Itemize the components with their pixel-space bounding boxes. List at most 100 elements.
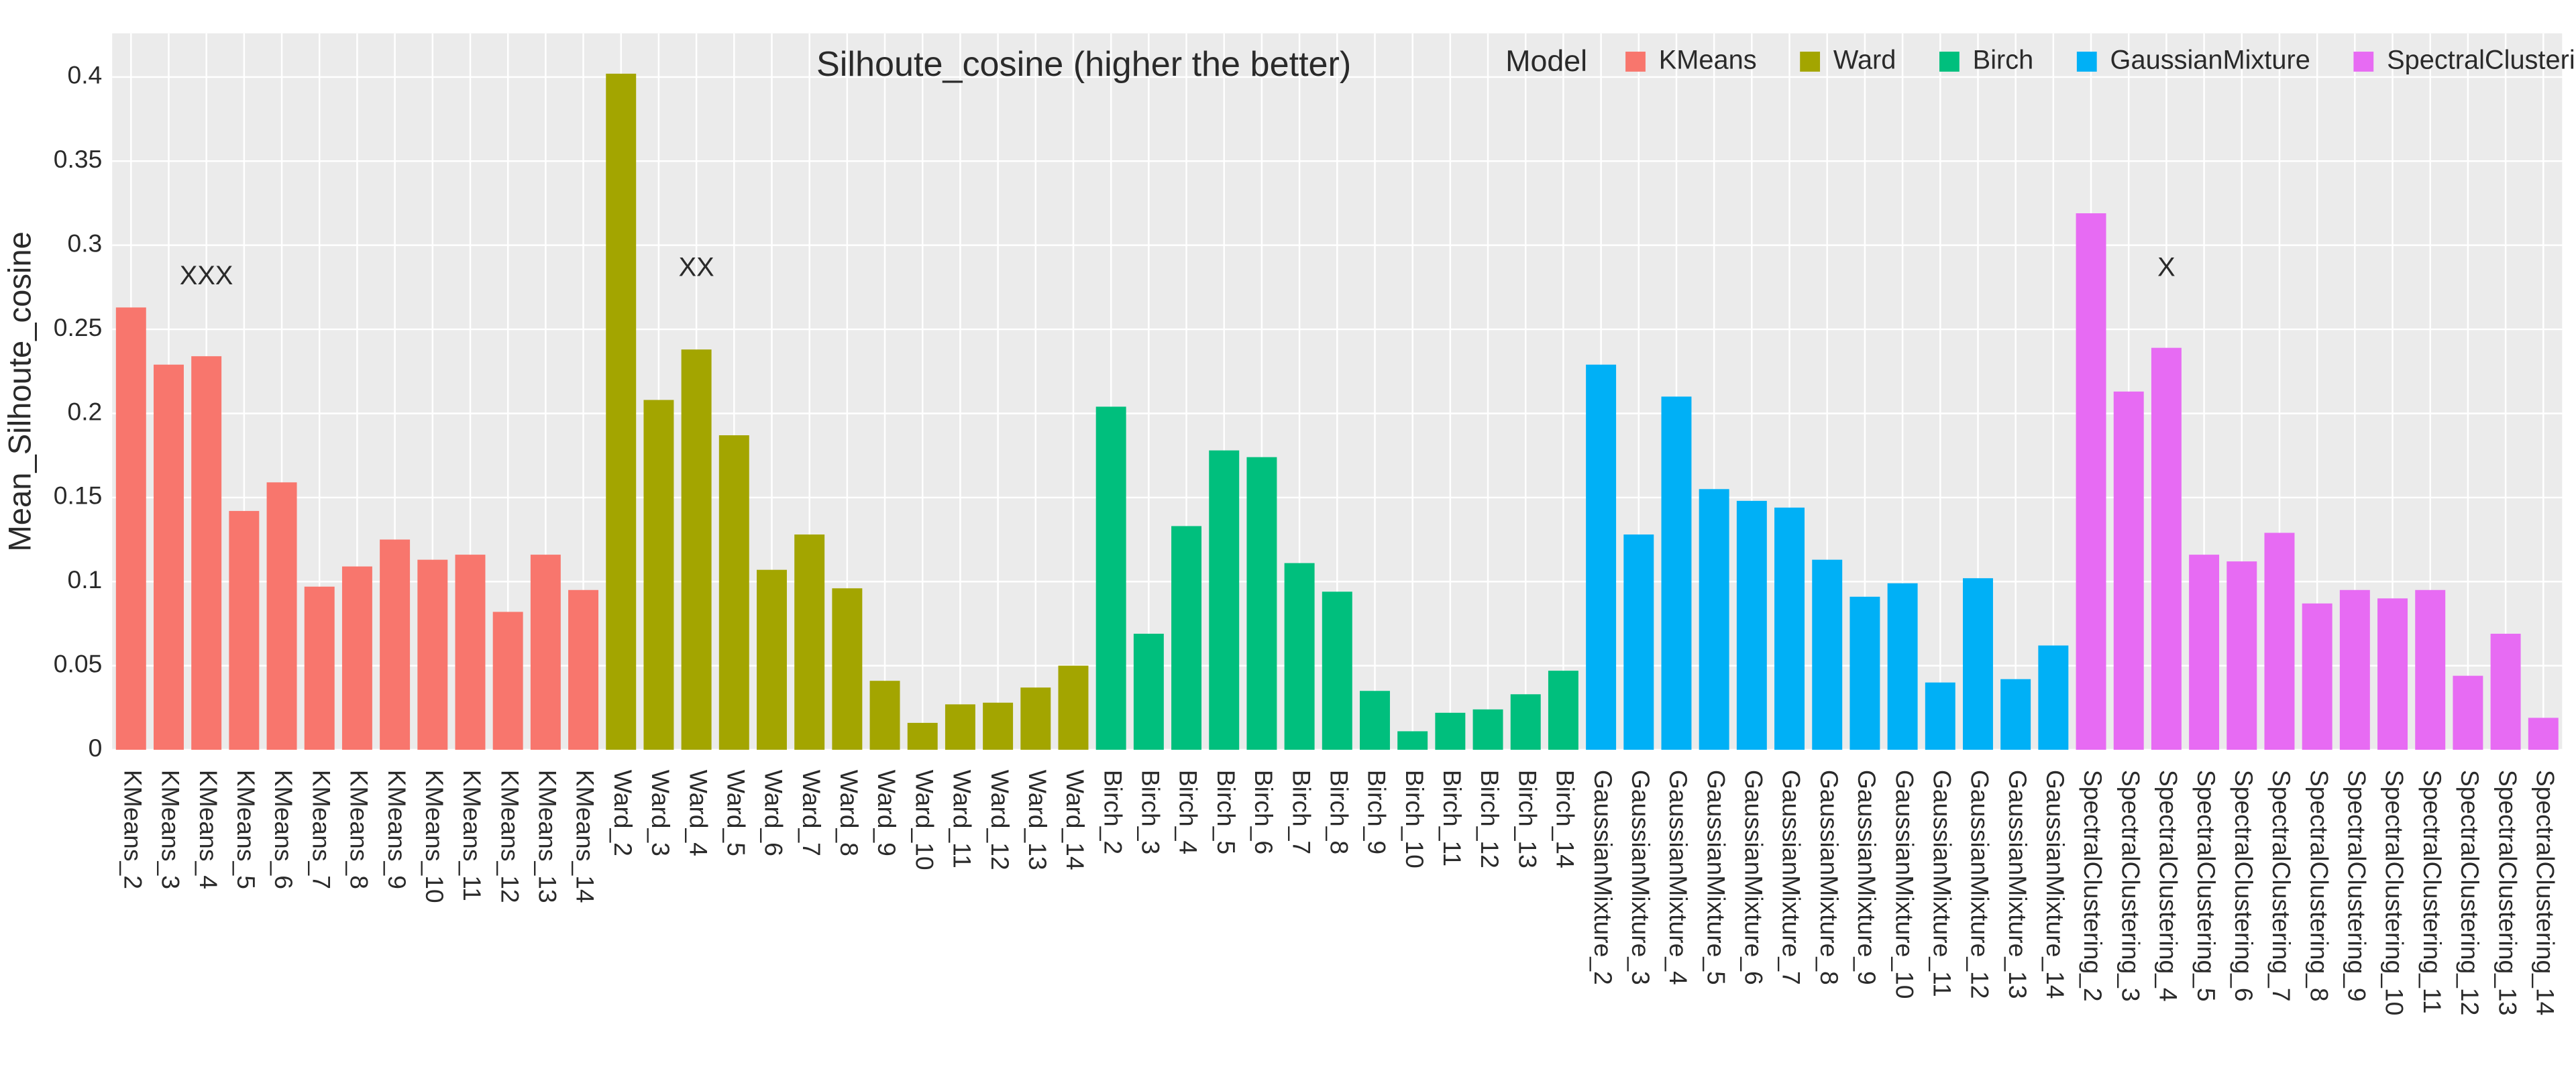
x-tick-label: Birch_14 bbox=[1552, 770, 1580, 868]
x-tick-label: Ward_9 bbox=[873, 770, 901, 856]
x-tick-label: Ward_5 bbox=[722, 770, 750, 856]
x-tick-label: SpectralClustering_5 bbox=[2192, 770, 2220, 1002]
bar bbox=[718, 435, 749, 750]
x-tick-label: GaussianMixture_12 bbox=[1966, 770, 1994, 999]
bar bbox=[1209, 450, 1240, 750]
x-tick-label: SpectralClustering_14 bbox=[2531, 770, 2559, 1016]
bar bbox=[2000, 679, 2031, 750]
legend-swatch bbox=[1800, 52, 1821, 72]
x-tick-label: SpectralClustering_11 bbox=[2418, 770, 2447, 1014]
x-tick-label: Birch_7 bbox=[1287, 770, 1316, 854]
bar bbox=[606, 73, 637, 750]
bar bbox=[266, 482, 297, 750]
bar bbox=[681, 349, 712, 750]
x-tick-label: GaussianMixture_8 bbox=[1815, 770, 1843, 985]
bar bbox=[2415, 589, 2446, 750]
bar bbox=[380, 539, 411, 750]
legend-label: Birch bbox=[1973, 45, 2034, 74]
legend-swatch bbox=[1625, 52, 1646, 72]
y-tick-label: 0.2 bbox=[68, 397, 103, 425]
bar bbox=[2038, 645, 2069, 750]
x-tick-label: Birch_13 bbox=[1513, 770, 1542, 868]
bars bbox=[115, 73, 2559, 750]
legend-title: Model bbox=[1505, 45, 1587, 78]
x-tick-label: KMeans_10 bbox=[421, 770, 449, 903]
legend-label: KMeans bbox=[1659, 45, 1757, 74]
x-tick-label: GaussianMixture_13 bbox=[2004, 770, 2032, 999]
x-tick-label: Birch_8 bbox=[1325, 770, 1353, 854]
x-tick-label: Ward_6 bbox=[760, 770, 788, 856]
x-tick-label: GaussianMixture_9 bbox=[1853, 770, 1881, 985]
bar bbox=[1472, 709, 1503, 750]
bar bbox=[1284, 563, 1315, 750]
bar bbox=[1435, 712, 1466, 750]
x-tick-label: Ward_10 bbox=[910, 770, 938, 870]
x-tick-label: SpectralClustering_9 bbox=[2343, 770, 2371, 1002]
x-tick-label: KMeans_13 bbox=[534, 770, 562, 903]
x-tick-label: SpectralClustering_7 bbox=[2267, 770, 2296, 1002]
bar bbox=[2076, 213, 2106, 750]
bar bbox=[1133, 633, 1164, 750]
bar bbox=[1623, 534, 1654, 750]
x-tick-label: Ward_4 bbox=[684, 770, 712, 856]
bar bbox=[229, 510, 260, 750]
y-tick-label: 0.15 bbox=[54, 482, 103, 510]
y-tick-label: 0.4 bbox=[68, 61, 103, 89]
bar bbox=[2453, 675, 2483, 750]
bar bbox=[1510, 694, 1541, 750]
x-tick-label: Ward_3 bbox=[647, 770, 675, 856]
x-tick-label: KMeans_5 bbox=[232, 770, 260, 889]
bar bbox=[1058, 665, 1089, 750]
x-tick-label: KMeans_11 bbox=[458, 770, 486, 901]
x-tick-label: GaussianMixture_5 bbox=[1702, 770, 1730, 985]
legend-swatch bbox=[2353, 52, 2374, 72]
x-tick-label: KMeans_4 bbox=[195, 770, 223, 889]
bar bbox=[1661, 396, 1692, 750]
bar bbox=[2528, 718, 2559, 750]
x-tick-label: GaussianMixture_10 bbox=[1890, 770, 1919, 999]
bar bbox=[1548, 671, 1578, 750]
bar bbox=[2113, 391, 2144, 750]
x-tick-label: GaussianMixture_14 bbox=[2041, 770, 2070, 999]
bar bbox=[2151, 347, 2182, 750]
bar bbox=[907, 722, 938, 750]
x-tick-label: SpectralClustering_4 bbox=[2155, 770, 2183, 1002]
legend-label: GaussianMixture bbox=[2110, 45, 2310, 74]
x-tick-label: KMeans_8 bbox=[345, 770, 374, 889]
x-tick-label: KMeans_6 bbox=[270, 770, 298, 889]
bar bbox=[869, 681, 900, 750]
bar bbox=[1887, 583, 1918, 750]
y-tick-label: 0.05 bbox=[54, 649, 103, 677]
x-tick-label: Ward_14 bbox=[1061, 770, 1089, 870]
x-tick-label: Birch_11 bbox=[1438, 770, 1466, 866]
bar bbox=[417, 559, 448, 750]
bar bbox=[643, 400, 674, 750]
bar bbox=[2264, 532, 2295, 750]
bar bbox=[2490, 633, 2521, 750]
x-tick-label: GaussianMixture_4 bbox=[1664, 770, 1693, 985]
bar bbox=[1020, 687, 1051, 750]
bar bbox=[1586, 364, 1617, 750]
bar bbox=[1246, 457, 1277, 750]
x-tick-label: SpectralClustering_3 bbox=[2116, 770, 2145, 1002]
bar bbox=[530, 555, 561, 750]
bar bbox=[2339, 589, 2370, 750]
bar bbox=[2226, 561, 2257, 750]
x-tick-label: SpectralClustering_10 bbox=[2381, 770, 2409, 1016]
bar bbox=[1360, 691, 1390, 750]
bar bbox=[568, 589, 599, 750]
bar bbox=[1699, 489, 1729, 750]
x-tick-label: GaussianMixture_6 bbox=[1740, 770, 1768, 985]
x-tick-label: Birch_5 bbox=[1212, 770, 1240, 854]
y-tick-label: 0.3 bbox=[68, 229, 103, 258]
y-axis-label: Mean_Silhoute_cosine bbox=[3, 231, 38, 551]
bar bbox=[304, 586, 335, 750]
x-tick-label: SpectralClustering_12 bbox=[2456, 770, 2484, 1016]
x-tick-label: Birch_6 bbox=[1250, 770, 1278, 854]
bar bbox=[1736, 500, 1767, 750]
x-tick-label: Ward_7 bbox=[798, 770, 826, 856]
bar bbox=[341, 566, 372, 750]
legend-label: SpectralClustering bbox=[2387, 45, 2576, 74]
x-tick-label: Ward_2 bbox=[609, 770, 637, 856]
